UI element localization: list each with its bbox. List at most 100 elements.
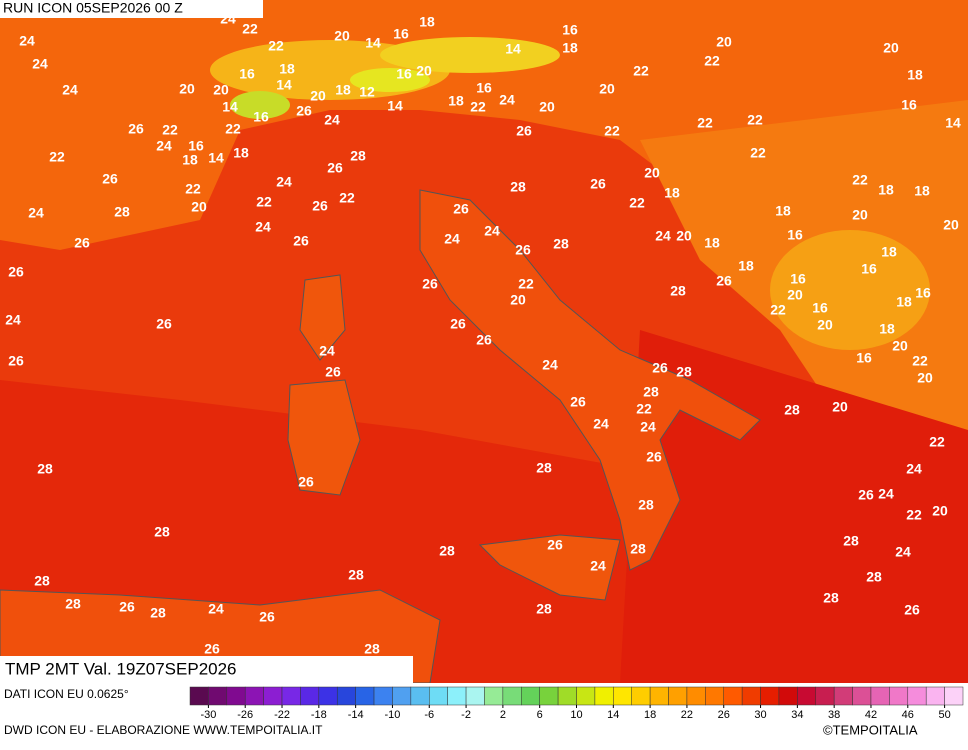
temp-label: 26 [325, 364, 341, 380]
temp-label: 26 [8, 264, 24, 280]
temp-label: 28 [638, 497, 654, 513]
temp-label: 18 [704, 235, 720, 251]
colorbar-tick-label: 22 [681, 709, 693, 721]
colorbar-swatch [613, 686, 632, 706]
temp-label: 18 [881, 244, 897, 260]
temp-label: 24 [319, 343, 335, 359]
colorbar-swatch [300, 686, 320, 706]
colorbar-swatch [521, 686, 540, 706]
temp-label: 18 [896, 294, 912, 310]
colorbar-swatch [244, 686, 264, 706]
temp-label: 22 [906, 507, 922, 523]
temp-label: 16 [239, 66, 255, 82]
colorbar-swatch [502, 686, 522, 706]
temp-label: 18 [664, 185, 680, 201]
temp-label: 22 [268, 38, 284, 54]
colorbar-swatch [907, 686, 927, 706]
temp-label: 24 [640, 419, 656, 435]
temp-label: 14 [222, 99, 238, 115]
temp-label: 26 [204, 641, 220, 657]
temp-label: 24 [62, 82, 78, 98]
temp-label: 14 [945, 115, 961, 131]
temp-label: 24 [32, 56, 48, 72]
temp-label: 18 [562, 40, 578, 56]
temp-label: 26 [547, 537, 563, 553]
temp-label: 26 [259, 609, 275, 625]
colorbar-tick-label: -14 [348, 709, 364, 721]
colorbar-swatch [833, 686, 853, 706]
colorbar-tick-label: 26 [718, 709, 730, 721]
temp-label: 18 [878, 182, 894, 198]
colorbar-swatch [208, 686, 228, 706]
colorbar-tick-label: -18 [311, 709, 327, 721]
temp-label: 22 [633, 63, 649, 79]
temp-label: 18 [914, 183, 930, 199]
colorbar-tick-label: 46 [902, 709, 914, 721]
temp-label: 20 [644, 165, 660, 181]
colorbar-swatch [925, 686, 945, 706]
temp-label: 16 [915, 285, 931, 301]
temp-label: 24 [255, 219, 271, 235]
temp-label: 20 [716, 34, 732, 50]
temp-label: 28 [784, 402, 800, 418]
temp-label: 16 [253, 109, 269, 125]
temperature-labels: 24 24 24 22 26 22 24 26 28 24 26 26 24 26 28 28 28 26 28 24… [5, 11, 961, 657]
temp-label: 28 [510, 179, 526, 195]
colorbar-swatch [889, 686, 909, 706]
temp-label: 16 [562, 22, 578, 38]
colorbar-tick-label: -22 [274, 709, 290, 721]
run-label: RUN ICON 05SEP2026 00 Z [3, 0, 183, 16]
colorbar-swatch [705, 686, 724, 706]
temp-label: 28 [154, 524, 170, 540]
temp-label: 28 [536, 460, 552, 476]
temp-label: 20 [787, 287, 803, 303]
colorbar-swatch [336, 686, 356, 706]
temp-label: 20 [817, 317, 833, 333]
credit-label: DWD ICON EU - ELABORAZIONE WWW.TEMPOITAL… [4, 723, 323, 737]
temp-label: 22 [929, 434, 945, 450]
temp-label: 20 [883, 40, 899, 56]
temp-label: 24 [28, 205, 44, 221]
temp-label: 24 [655, 228, 671, 244]
temp-label: 26 [293, 233, 309, 249]
colorbar-tick-label: -6 [424, 709, 434, 721]
temp-label: 24 [5, 312, 21, 328]
colorbar-swatch [649, 686, 669, 706]
header-box [0, 0, 263, 18]
temp-label: 18 [879, 321, 895, 337]
temp-label: 26 [74, 235, 90, 251]
temp-label: 18 [335, 82, 351, 98]
source-label: DATI ICON EU 0.0625° [4, 687, 129, 701]
colorbar-swatch [852, 686, 872, 706]
temp-label: 22 [636, 401, 652, 417]
map-title: TMP 2MT Val. 19Z07SEP2026 [5, 659, 237, 678]
temp-label: 28 [553, 236, 569, 252]
temp-label: 22 [704, 53, 720, 69]
temp-label: 24 [208, 601, 224, 617]
colorbar-swatch [410, 686, 430, 706]
temp-label: 20 [676, 228, 692, 244]
temp-label: 20 [213, 82, 229, 98]
colorbar-swatch [760, 686, 780, 706]
colorbar-swatch [226, 686, 246, 706]
temp-label: 28 [150, 605, 166, 621]
temp-label: 26 [858, 487, 874, 503]
colorbar-tick-label: 34 [791, 709, 803, 721]
temp-label: 16 [476, 80, 492, 96]
colorbar-swatch [373, 686, 393, 706]
colorbar-tick-label: 42 [865, 709, 877, 721]
temp-label: 20 [179, 81, 195, 97]
temp-label: 28 [37, 461, 53, 477]
temp-label: 26 [119, 599, 135, 615]
temp-label: 26 [453, 201, 469, 217]
temp-label: 22 [162, 122, 178, 138]
temp-label: 20 [510, 292, 526, 308]
colorbar-tick-label: 18 [644, 709, 656, 721]
colorbar-tick-label: 38 [828, 709, 840, 721]
temp-label: 18 [419, 14, 435, 30]
temp-label: 16 [812, 300, 828, 316]
temp-label: 20 [416, 63, 432, 79]
temp-label: 26 [8, 353, 24, 369]
temp-label: 24 [895, 544, 911, 560]
temp-label: 22 [49, 149, 65, 165]
